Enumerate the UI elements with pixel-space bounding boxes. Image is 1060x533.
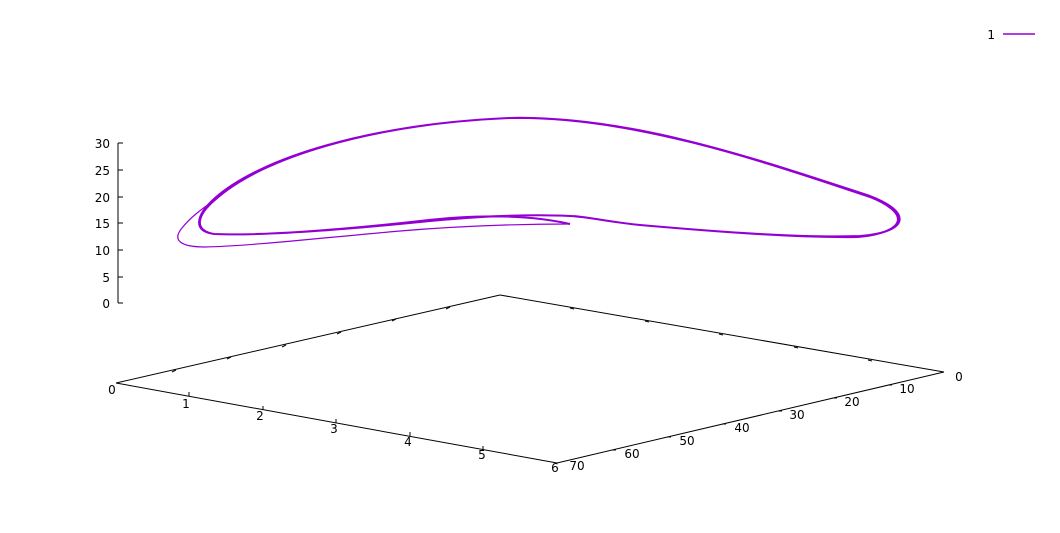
y-tick-label: 70: [569, 459, 584, 473]
z-ticks: 30 25 20 15 10 5 0: [95, 137, 123, 311]
z-tick-label: 0: [102, 297, 110, 311]
z-tick-label: 5: [102, 271, 110, 285]
y-ticks: 70 60 50 40 30 20 10 0: [569, 370, 962, 473]
back-edge-left: [115, 294, 501, 384]
series-1-limit-cycle: [198, 116, 901, 239]
z-tick-label: 20: [95, 191, 110, 205]
z-tick-label: 15: [95, 217, 110, 231]
y-axis-line: [556, 371, 945, 464]
series-group: [177, 116, 901, 248]
y-tick-label: 30: [789, 408, 804, 422]
series-1-transient: [177, 199, 571, 248]
legend-label: 1: [987, 28, 995, 42]
y-tick-label: 40: [734, 421, 749, 435]
x-ticks: 0 1 2 3 4 5 6: [108, 383, 559, 475]
y-tick-label: 0: [955, 370, 963, 384]
y-tick-label: 60: [624, 447, 639, 461]
z-tick-label: 30: [95, 137, 110, 151]
z-tick-label: 10: [95, 244, 110, 258]
x-tick-label: 4: [404, 435, 412, 449]
x-tick-label: 2: [256, 409, 264, 423]
y-tick-label: 10: [899, 382, 914, 396]
y-tick-label: 50: [679, 434, 694, 448]
x-tick-label: 0: [108, 383, 116, 397]
x-tick-label: 1: [182, 397, 190, 411]
x-tick-label: 5: [478, 448, 486, 462]
z-tick-label: 25: [95, 164, 110, 178]
legend: 1: [987, 28, 1035, 42]
x-tick-label: 3: [330, 422, 338, 436]
back-edge-ticks: [171, 306, 873, 373]
y-tick-label: 20: [844, 395, 859, 409]
x-tick-label: 6: [551, 461, 559, 475]
back-edge-right: [499, 294, 945, 373]
